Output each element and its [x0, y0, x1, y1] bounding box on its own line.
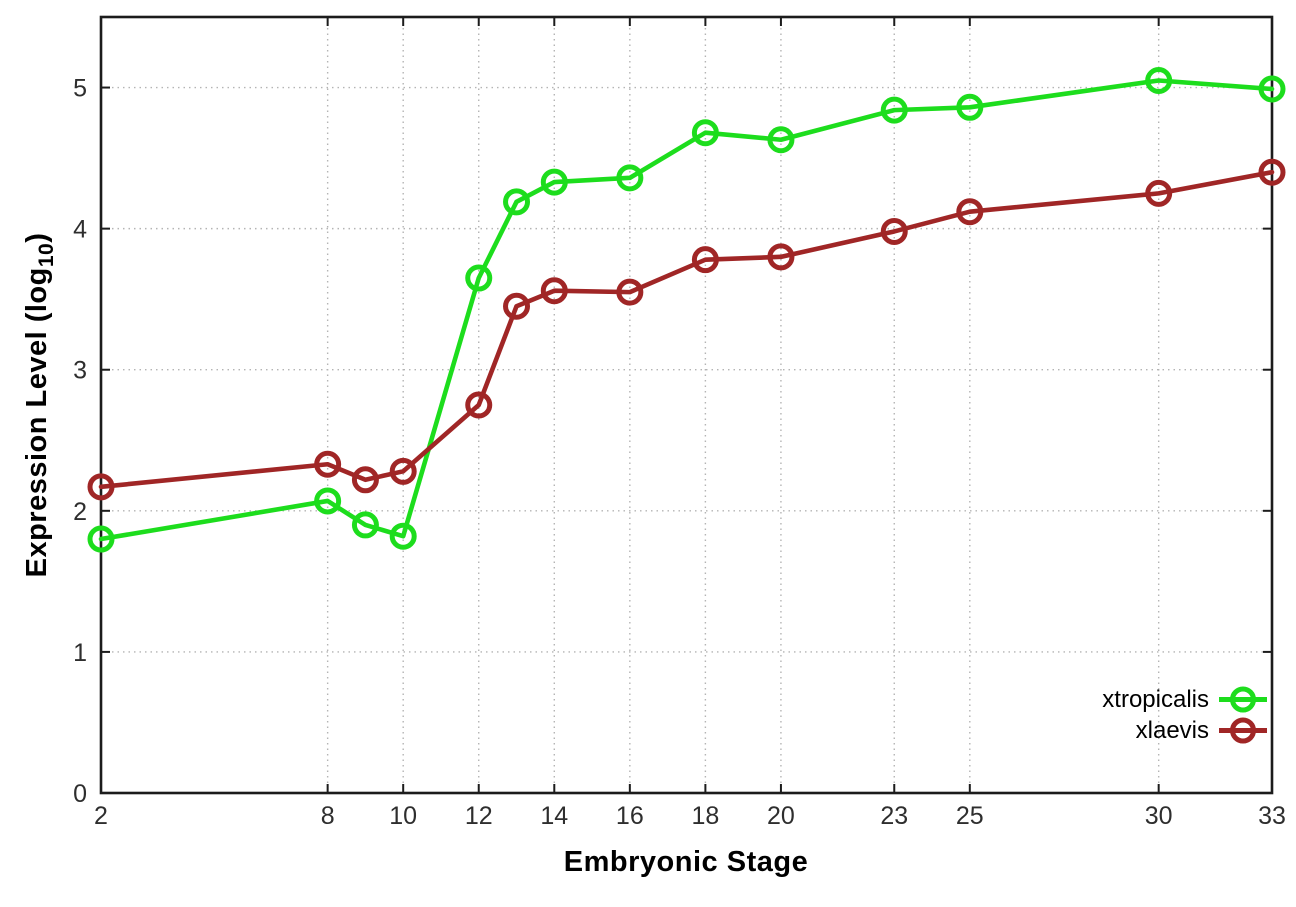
point-xtropicalis-25	[956, 93, 984, 121]
point-xtropicalis-8	[314, 487, 342, 515]
point-xlaevis-33	[1258, 158, 1286, 186]
point-xlaevis-20	[767, 243, 795, 271]
y-axis-title: Expression Level (log10)	[21, 233, 59, 578]
point-xlaevis-12	[465, 391, 493, 419]
x-tick-label-12: 12	[465, 802, 493, 830]
xtropicalis-legend-marker-icon	[1219, 686, 1267, 713]
point-xlaevis-14	[540, 277, 568, 305]
point-xtropicalis-20	[767, 126, 795, 154]
y-tick-label-1: 1	[73, 639, 87, 667]
x-tick-label-8: 8	[321, 802, 335, 830]
point-xtropicalis-10	[389, 522, 417, 550]
point-xlaevis-9	[351, 466, 379, 494]
xlaevis-legend-marker-icon	[1219, 717, 1267, 744]
point-xlaevis-2	[87, 473, 115, 501]
legend-label-xlaevis: xlaevis	[1135, 716, 1209, 744]
x-tick-label-25: 25	[956, 802, 984, 830]
x-tick-label-30: 30	[1145, 802, 1173, 830]
y-axis-title-close: )	[21, 232, 53, 243]
point-xtropicalis-13	[503, 188, 531, 216]
x-tick-label-2: 2	[94, 802, 108, 830]
point-xtropicalis-14	[540, 168, 568, 196]
point-xlaevis-13	[503, 292, 531, 320]
plot-border	[99, 15, 1274, 795]
y-tick-label-2: 2	[73, 498, 87, 526]
legend-item-xtropicalis: xtropicalis	[1102, 684, 1268, 715]
point-xtropicalis-2	[87, 525, 115, 553]
x-tick-label-18: 18	[691, 802, 719, 830]
point-xtropicalis-12	[465, 264, 493, 292]
point-xtropicalis-30	[1145, 66, 1173, 94]
x-tick-label-10: 10	[389, 802, 417, 830]
point-xtropicalis-23	[880, 96, 908, 124]
x-tick-label-33: 33	[1258, 802, 1286, 830]
x-tick-label-16: 16	[616, 802, 644, 830]
x-tick-label-20: 20	[767, 802, 795, 830]
legend-label-xtropicalis: xtropicalis	[1102, 685, 1209, 713]
legend-item-xlaevis: xlaevis	[1102, 715, 1268, 746]
point-xtropicalis-33	[1258, 75, 1286, 103]
point-xtropicalis-18	[691, 119, 719, 147]
y-axis-title-subscript: 10	[35, 242, 58, 268]
point-xlaevis-18	[691, 246, 719, 274]
y-tick-label-3: 3	[73, 357, 87, 385]
legend: xtropicalis xlaevis	[1102, 684, 1268, 746]
point-xlaevis-16	[616, 278, 644, 306]
y-tick-label-5: 5	[73, 75, 87, 103]
series-line-xlaevis	[98, 169, 1275, 490]
point-xlaevis-23	[880, 217, 908, 245]
x-tick-label-14: 14	[540, 802, 568, 830]
point-xtropicalis-16	[616, 164, 644, 192]
x-axis-title: Embryonic Stage	[563, 846, 809, 878]
y-tick-label-4: 4	[73, 216, 87, 244]
point-xtropicalis-9	[351, 511, 379, 539]
point-xlaevis-10	[389, 457, 417, 485]
point-xlaevis-30	[1145, 179, 1173, 207]
y-tick-label-0: 0	[73, 780, 87, 808]
x-tick-label-23: 23	[880, 802, 908, 830]
point-xlaevis-8	[314, 450, 342, 478]
y-axis-title-text: Expression Level (log	[21, 267, 53, 578]
point-xlaevis-25	[956, 198, 984, 226]
